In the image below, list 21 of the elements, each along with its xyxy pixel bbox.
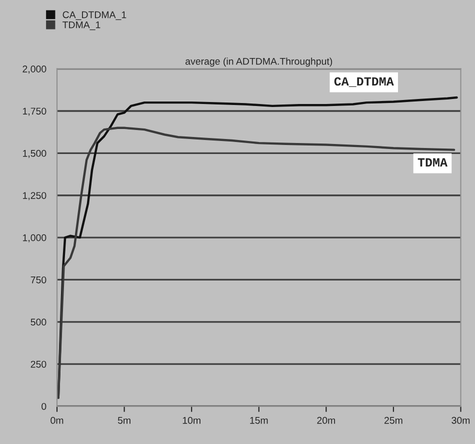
y-tick-label: 1,000 [23, 234, 46, 242]
x-tick-label: 5m [118, 417, 130, 424]
x-tick-label: 25m [384, 416, 402, 424]
y-tick-label: 1,750 [23, 108, 46, 116]
annotation: TDMA [418, 158, 448, 167]
x-tick-label: 15m [250, 417, 268, 424]
x-tick-label: 0m [50, 416, 64, 424]
chart-title: average (in ADTDMA.Throughput) [186, 58, 332, 67]
y-tick-label: 750 [30, 276, 46, 284]
annotation: CA_DTDMA [334, 77, 394, 87]
y-tick-label: 1,250 [23, 192, 46, 200]
legend-label: CA_DTDMA_1 [62, 11, 126, 20]
x-tick-label: 30m [452, 416, 470, 424]
x-tick-label: 10m [182, 416, 200, 424]
y-tick-label: 250 [30, 360, 46, 368]
y-tick-label: 1,500 [23, 150, 46, 158]
x-tick-label: 20m [317, 416, 335, 424]
y-tick-label: 0 [42, 402, 46, 410]
y-tick-label: 2,000 [22, 66, 46, 74]
y-tick-label: 500 [30, 318, 46, 326]
legend-label: TDMA_1 [62, 21, 100, 30]
